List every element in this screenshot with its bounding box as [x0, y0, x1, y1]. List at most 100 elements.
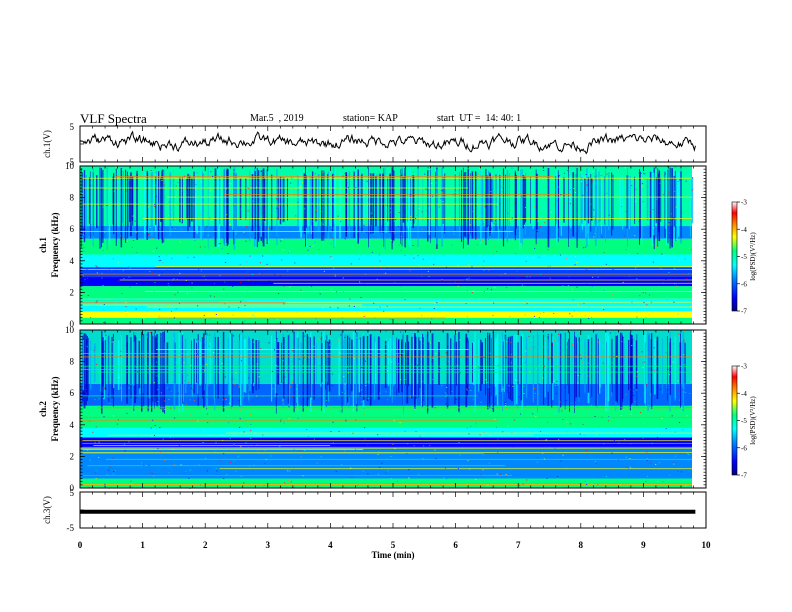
speckle [679, 179, 681, 181]
speckle [457, 468, 459, 470]
noise-streak [326, 335, 328, 403]
speckle [368, 338, 370, 340]
speckle [245, 240, 247, 242]
tone-line [105, 458, 692, 460]
speckle [256, 363, 258, 365]
speckle [159, 485, 161, 487]
noise-streak [595, 334, 597, 406]
speckle [510, 241, 513, 243]
speckle [293, 347, 295, 349]
noise-streak [233, 167, 236, 250]
y-tick-label: 2 [70, 287, 75, 297]
speckle [238, 400, 240, 402]
speckle [568, 369, 570, 371]
speckle [421, 276, 423, 278]
noise-streak [471, 171, 474, 239]
speckle [559, 254, 562, 256]
speckle [302, 475, 304, 477]
noise-streak [163, 171, 165, 240]
speckle [366, 231, 368, 233]
speckle [397, 226, 399, 227]
speckle [168, 472, 170, 474]
noise-streak [480, 339, 482, 391]
speckle [591, 286, 593, 287]
speckle [530, 290, 532, 292]
speckle [676, 285, 678, 287]
speckle [565, 399, 567, 401]
speckle [290, 481, 292, 483]
speckle [349, 318, 351, 320]
speckle [687, 273, 690, 275]
speckle [314, 241, 316, 243]
speckle [135, 366, 137, 368]
speckle [521, 196, 523, 198]
speckle [388, 265, 390, 267]
speckle [474, 366, 476, 367]
speckle [659, 388, 662, 390]
speckle [519, 442, 521, 444]
speckle [502, 186, 504, 188]
y-tick-label: 8 [70, 193, 75, 203]
noise-streak [218, 176, 221, 224]
speckle [249, 414, 252, 416]
speckle [225, 399, 227, 400]
speckle [185, 280, 187, 281]
noise-streak [418, 337, 420, 398]
noise-streak [307, 173, 309, 234]
speckle [165, 397, 167, 398]
speckle [191, 282, 193, 284]
speckle [293, 448, 295, 450]
noise-streak [297, 175, 299, 228]
colorbar-tick-label: -5 [741, 417, 747, 425]
speckle [92, 431, 94, 433]
speckle [177, 182, 179, 183]
speckle [377, 473, 380, 475]
noise-streak [321, 343, 323, 383]
speckle [493, 223, 495, 225]
speckle [439, 367, 441, 369]
noise-streak [591, 337, 593, 397]
speckle [503, 186, 505, 187]
speckle [525, 304, 527, 306]
speckle [105, 367, 107, 369]
speckle [635, 189, 637, 190]
speckle [652, 261, 654, 263]
speckle [496, 223, 498, 225]
speckle [229, 224, 231, 226]
start-time-label: start UT = 14: 40: 1 [437, 113, 522, 124]
speckle [215, 442, 217, 444]
speckle [108, 269, 110, 271]
speckle [501, 431, 503, 433]
speckle [586, 484, 588, 485]
speckle [390, 330, 392, 332]
speckle [547, 335, 549, 336]
speckle [370, 212, 372, 214]
speckle [173, 278, 175, 280]
speckle [117, 262, 119, 264]
speckle [361, 367, 363, 369]
speckle [186, 399, 188, 401]
speckle [677, 390, 679, 392]
noise-streak [282, 337, 285, 399]
speckle [319, 291, 321, 293]
noise-streak [422, 333, 424, 407]
speckle [152, 436, 154, 438]
speckle [650, 301, 652, 303]
speckle [337, 307, 339, 309]
speckle [314, 173, 316, 175]
speckle [398, 212, 400, 213]
speckle [570, 402, 572, 404]
speckle [540, 220, 542, 222]
speckle [470, 236, 472, 238]
speckle [543, 458, 545, 460]
noise-streak [547, 339, 549, 392]
speckle [633, 343, 635, 345]
speckle [446, 478, 448, 480]
noise-streak [134, 335, 136, 403]
speckle [510, 341, 512, 343]
colorbar-label: log(PSD)(V²/Hz) [749, 232, 757, 281]
speckle [250, 438, 252, 439]
speckle [574, 192, 577, 193]
noise-streak [665, 169, 668, 245]
speckle [634, 286, 636, 288]
